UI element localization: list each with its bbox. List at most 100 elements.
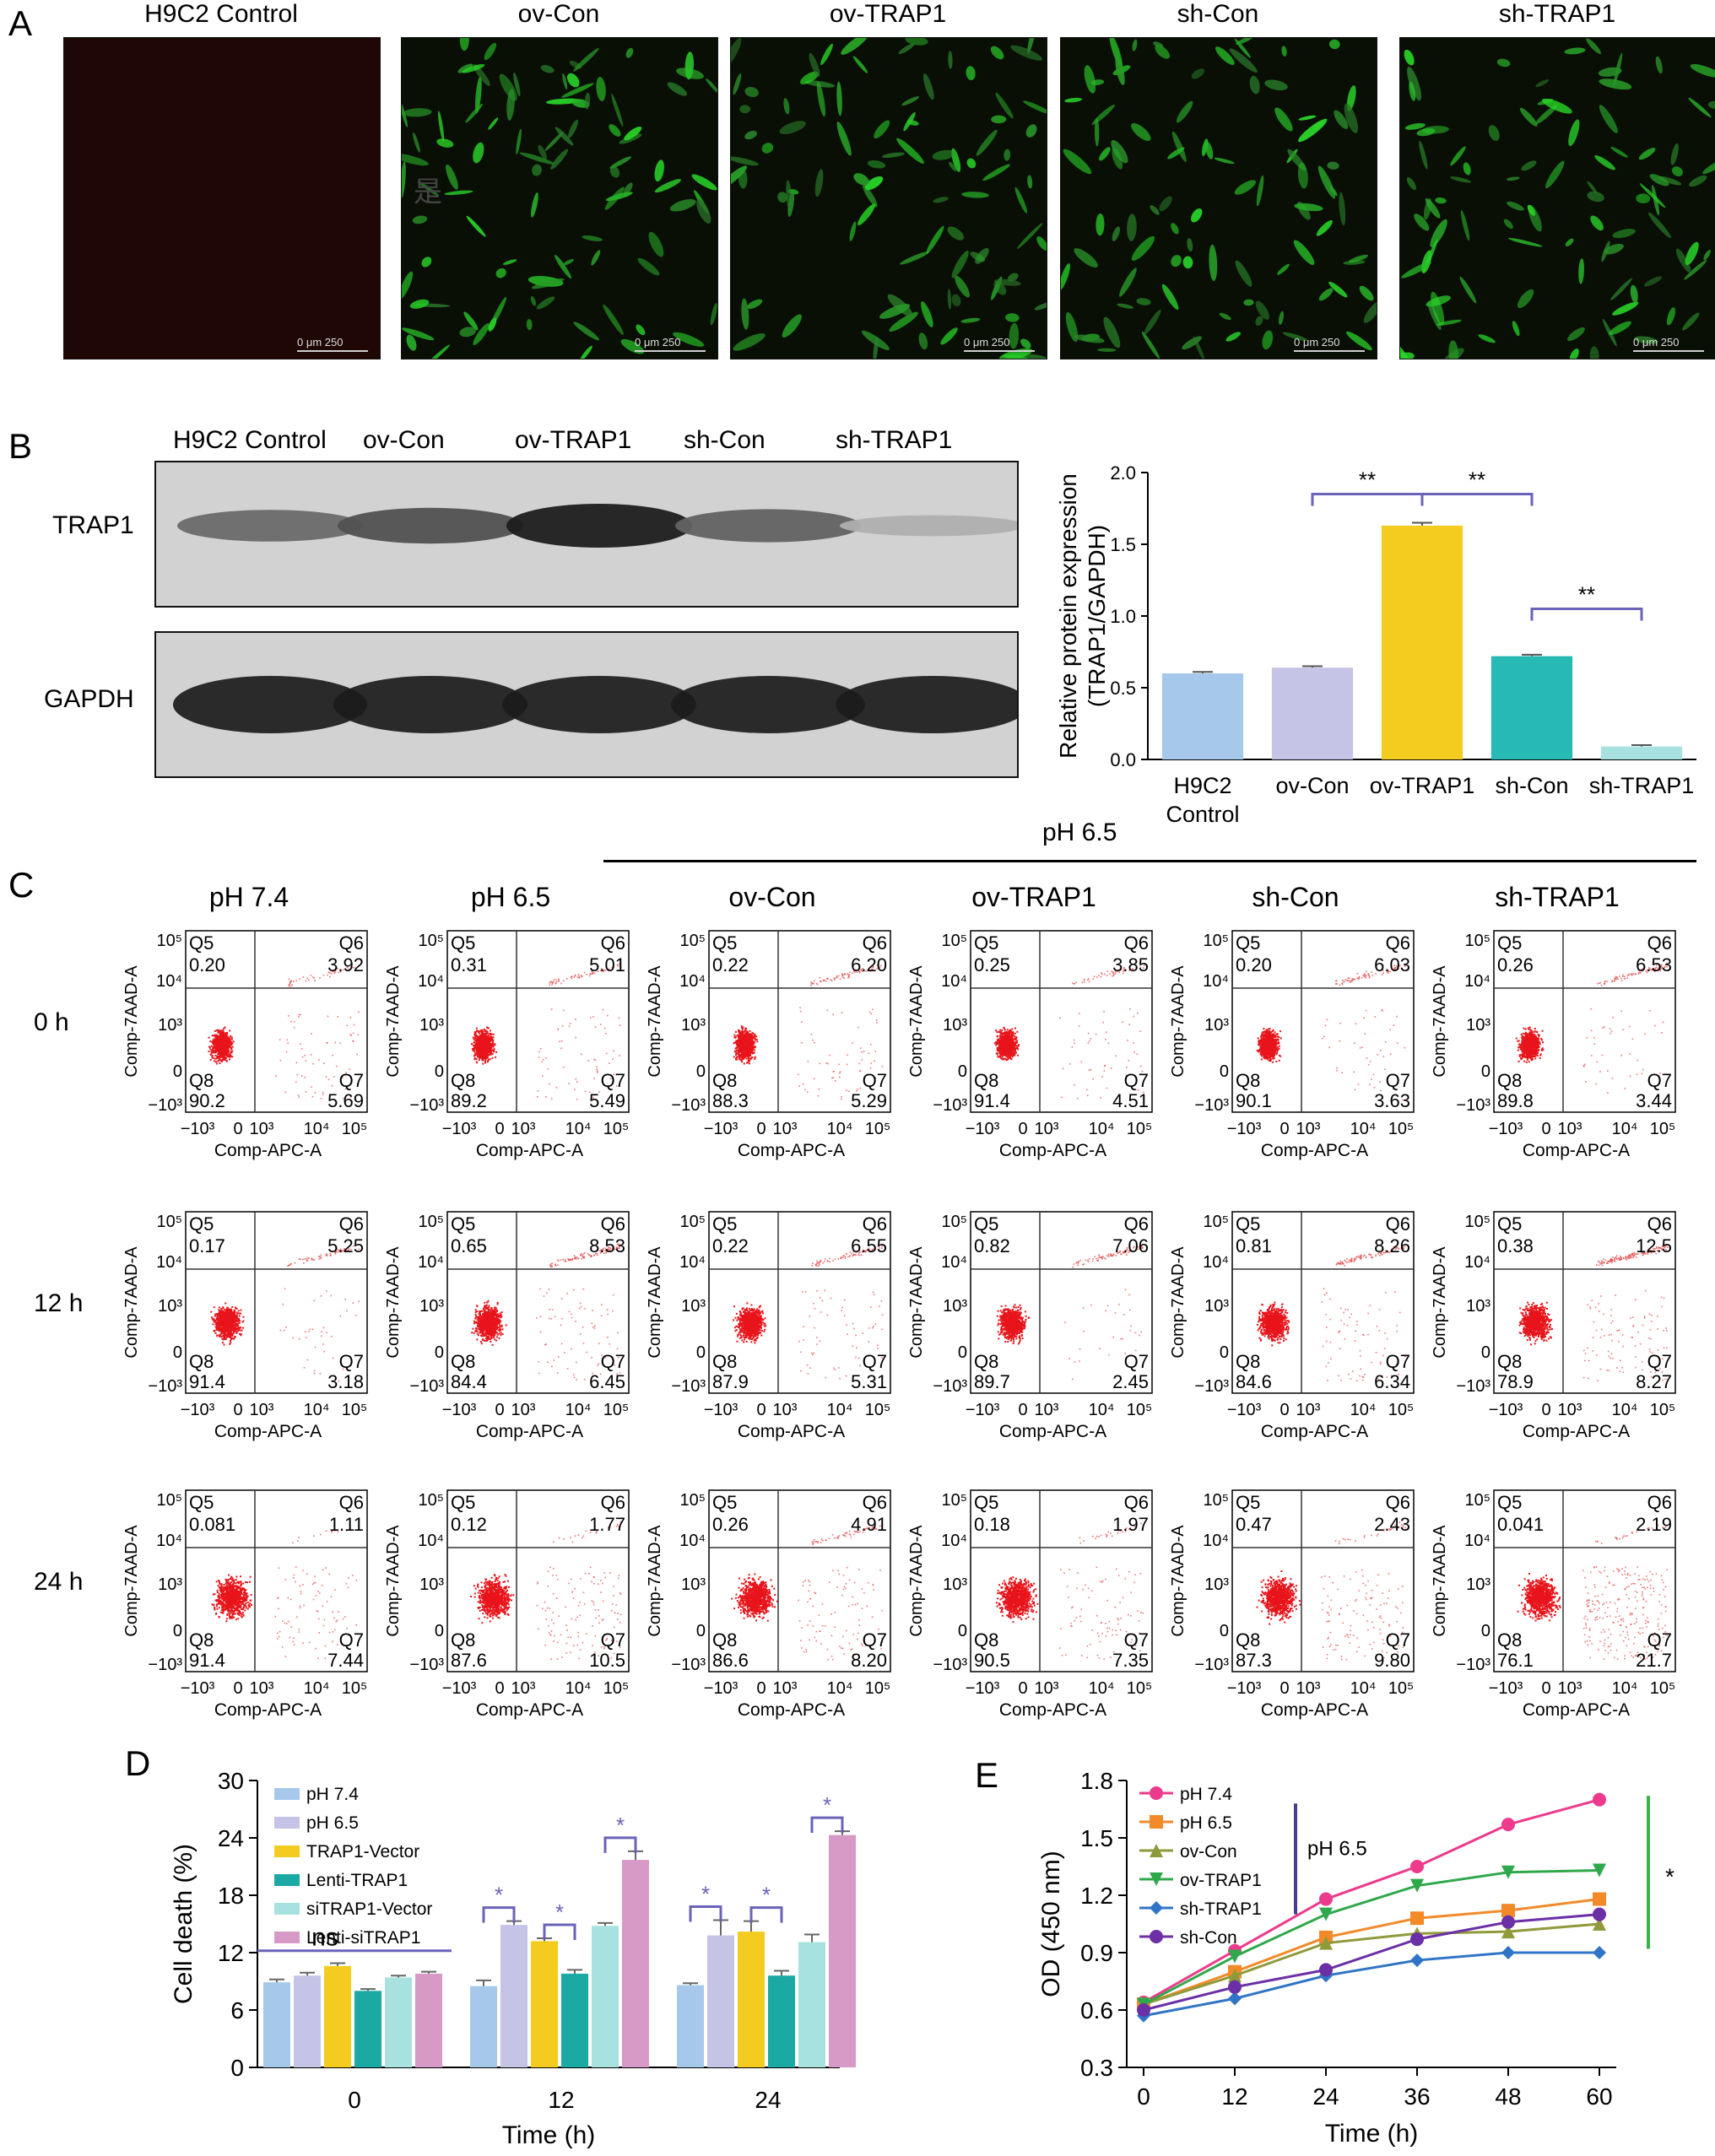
flow-x-tick-label: 10⁴ (304, 1401, 330, 1419)
flow-y-tick-label: 0 (173, 1622, 182, 1640)
series-line (1143, 1922, 1600, 2006)
bar (677, 1985, 704, 2067)
quadrant-name: Q6 (863, 1492, 887, 1513)
cell-mark (1279, 311, 1284, 325)
cell-mark (1182, 256, 1193, 269)
quadrant-value: 5.29 (851, 1090, 887, 1111)
flow-y-tick-label: 10³ (1204, 1297, 1229, 1316)
quadrant-name: Q7 (339, 1629, 364, 1651)
flow-x-tick-label: 10³ (511, 1401, 536, 1419)
cell-mark (459, 38, 469, 51)
bar (1161, 673, 1244, 759)
legend-label: sh-TRAP1 (1180, 1899, 1262, 1919)
flow-x-tick-label: 0 (1541, 1401, 1550, 1419)
flow-x-tick-label: 10⁵ (1388, 1679, 1415, 1698)
cell-mark (995, 92, 1014, 119)
cell-mark (490, 296, 507, 329)
cell-mark (1063, 149, 1092, 175)
flow-x-tick-label: 10⁴ (304, 1120, 330, 1138)
quadrant-value: 5.01 (589, 954, 625, 975)
quadrant-value: 91.4 (974, 1090, 1010, 1111)
series-line (1143, 1869, 1600, 2006)
cell-mark (636, 324, 646, 336)
legend-item: sh-TRAP1 (1139, 1899, 1262, 1919)
bar (294, 1975, 321, 2067)
cell-mark (1127, 213, 1137, 241)
cell-mark (637, 257, 660, 276)
flow-x-axis-label: Comp-APC-A (738, 1422, 845, 1441)
cell-mark (1235, 260, 1252, 287)
cell-mark (654, 159, 664, 182)
series-line (1143, 1951, 1599, 2018)
flow-x-tick-label: 10⁵ (342, 1120, 368, 1138)
line-marker (1319, 1907, 1333, 1921)
cell-mark (901, 96, 919, 106)
cell-mark (669, 198, 696, 212)
cell-mark (1298, 115, 1317, 121)
cell-mark (779, 121, 806, 135)
cell-mark (1282, 332, 1308, 342)
blot-band-gapdh (671, 676, 865, 733)
quadrant-name: Q8 (451, 1351, 475, 1372)
flow-x-tick-label: −10³ (1489, 1401, 1523, 1419)
panel-label-a: A (8, 3, 33, 43)
flow-y-tick-label: 0 (1481, 1622, 1490, 1640)
flow-y-tick-label: 10⁵ (156, 1213, 182, 1231)
blot-row-label-trap1: TRAP1 (52, 511, 134, 539)
cell-mark (596, 76, 606, 101)
quadrant-value: 0.38 (1497, 1235, 1534, 1256)
cell-mark (1430, 219, 1447, 248)
cell-mark (1630, 284, 1638, 303)
line-marker (1410, 1953, 1424, 1968)
cell-mark (550, 149, 569, 170)
significance-label: * (823, 1792, 831, 1818)
cell-mark (519, 152, 555, 165)
quadrant-value: 89.8 (1497, 1090, 1534, 1111)
cell-mark (1407, 66, 1422, 101)
cell-mark (1647, 212, 1671, 239)
quadrant-name: Q7 (339, 1351, 364, 1372)
line-marker (1228, 1991, 1242, 2006)
cell-mark (1243, 299, 1254, 306)
flow-y-tick-label: 0 (173, 1343, 182, 1362)
legend-item: ov-TRAP1 (1139, 1871, 1262, 1890)
cell-mark (1008, 273, 1019, 282)
flow-y-tick-label: 0 (1220, 1343, 1229, 1362)
micrograph-image: 0 μm 250 (1060, 37, 1377, 359)
cell-mark (406, 334, 417, 351)
quadrant-name: Q5 (1497, 1213, 1522, 1235)
flow-plot-frame (708, 1489, 891, 1672)
blot-lane-label: sh-TRAP1 (836, 426, 953, 454)
quadrant-name: Q6 (1124, 1492, 1149, 1513)
quadrant-name: Q7 (863, 1351, 887, 1372)
flow-x-tick-label: 10³ (250, 1401, 274, 1419)
quadrant-value: 4.51 (1112, 1090, 1149, 1111)
cell-mark (446, 164, 458, 190)
quadrant-name: Q6 (601, 1492, 625, 1513)
cell-mark (1065, 311, 1079, 343)
flow-y-tick-label: 0 (1481, 1343, 1490, 1362)
bar-chart-cell-death: 0 6 12 18 24 30 Cell death (%) Time (h) 0 12 24 pH … (170, 1768, 856, 2149)
cell-mark (1112, 226, 1120, 241)
image-artifact-glyph: 是 (414, 176, 442, 208)
flow-x-tick-label: −10³ (966, 1120, 1000, 1138)
flow-events (1517, 1524, 1669, 1661)
quadrant-value: 0.041 (1497, 1514, 1544, 1535)
quadrant-value: 3.63 (1374, 1090, 1410, 1111)
cell-mark (1527, 204, 1536, 216)
flow-row-title: 24 h (34, 1568, 84, 1596)
bar (385, 1977, 412, 2067)
cell-mark (1346, 85, 1356, 111)
quadrant-value: 3.18 (327, 1371, 364, 1392)
flow-y-tick-label: −10³ (409, 1377, 444, 1396)
flow-y-tick-label: 10⁵ (418, 1491, 444, 1510)
flow-plot: Q50.22Q66.20Q75.29Q888.310⁵10⁴10³0−10³Co… (646, 930, 891, 1160)
quadrant-value: 9.80 (1374, 1650, 1410, 1671)
cell-mark (402, 154, 429, 166)
cell-mark (882, 152, 906, 158)
flow-x-axis-label: Comp-APC-A (738, 1141, 845, 1160)
cell-mark (1074, 248, 1098, 268)
cell-mark (696, 199, 711, 224)
flow-y-tick-label: 10³ (1204, 1575, 1229, 1594)
line-marker (1501, 1925, 1515, 1939)
